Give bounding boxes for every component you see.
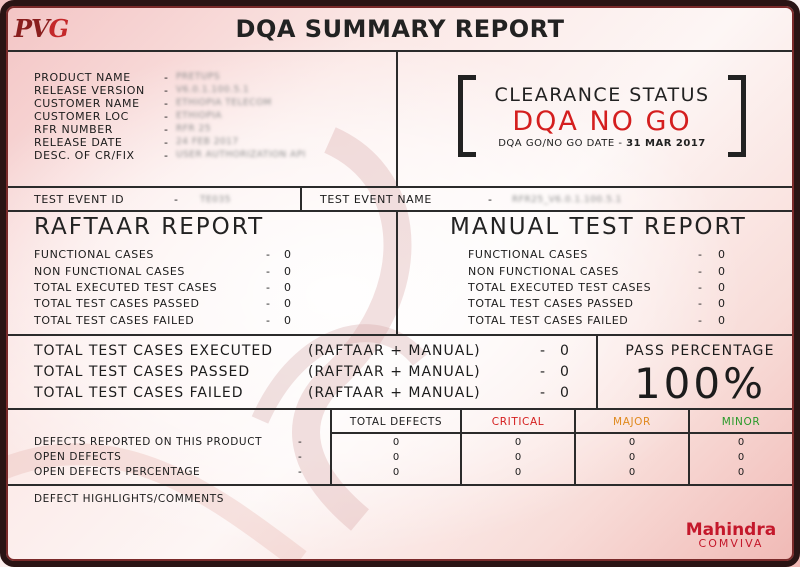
mahindra-comviva-logo: Mahindra COMVIVA [685,520,777,550]
open-defects-pct-total: 0 [392,467,400,478]
major-header: MAJOR [613,416,651,428]
total-passed-qualifier: (RAFTAAR + MANUAL) [308,364,481,380]
open-defects-pct-critical: 0 [514,467,522,478]
total-executed-label: TOTAL TEST CASES EXECUTED [34,343,274,359]
open-defects-minor: 0 [737,452,745,463]
total-executed-qualifier: (RAFTAAR + MANUAL) [308,343,481,359]
raftaar-report-title: RAFTAAR REPORT [34,214,265,240]
open-defects-pct-major: 0 [628,467,636,478]
divider [8,484,792,486]
defects-reported-major: 0 [628,437,636,448]
clearance-status: DQA NO GO [512,106,692,137]
go-no-go-date: DQA GO/NO GO DATE - 31 MAR 2017 [498,138,706,149]
divider [8,50,792,52]
open-defects-label: OPEN DEFECTS [34,451,122,463]
test-event-name-label: TEST EVENT NAME [320,193,432,206]
release-version-value: V6.0.1.100.5.1 [176,85,250,95]
total-failed-qualifier: (RAFTAAR + MANUAL) [308,385,481,401]
customer-name-value: ETHIOPIA TELECOM [176,98,272,108]
defects-reported-total: 0 [392,437,400,448]
defect-highlights-label: DEFECT HIGHLIGHTS/COMMENTS [34,493,224,505]
critical-header: CRITICAL [491,416,545,428]
defects-reported-label: DEFECTS REPORTED ON THIS PRODUCT [34,436,263,448]
defects-reported-critical: 0 [514,437,522,448]
open-defects-total: 0 [392,452,400,463]
manual-test-report-title: MANUAL TEST REPORT [450,214,747,240]
total-failed-value: 0 [560,385,570,401]
total-passed-label: TOTAL TEST CASES PASSED [34,364,251,380]
open-defects-pct-minor: 0 [737,467,745,478]
minor-header: MINOR [721,416,761,428]
divider [574,408,576,484]
test-event-id-value: TE035 [200,195,231,205]
customer-loc-value: ETHIOPIA [176,111,222,121]
clearance-title: CLEARANCE STATUS [494,84,710,106]
divider [396,210,398,334]
product-name-value: PRETUPS [176,72,221,82]
total-defects-header: TOTAL DEFECTS [349,416,443,428]
total-executed-value: 0 [560,343,570,359]
pvg-logo: PVG [14,14,69,43]
total-failed-label: TOTAL TEST CASES FAILED [34,385,244,401]
divider [8,334,792,336]
open-defects-major: 0 [628,452,636,463]
rfr-number-value: RFR 25 [176,124,211,134]
right-bracket [728,75,746,157]
test-event-id-label: TEST EVENT ID [34,193,125,206]
test-event-name-value: RFR25_V6.0.1.100.5.1 [512,195,622,205]
page-title: DQA SUMMARY REPORT [235,15,565,43]
defects-reported-minor: 0 [737,437,745,448]
total-passed-value: 0 [560,364,570,380]
open-defects-critical: 0 [514,452,522,463]
desc-cr-fix-value: USER AUTHORIZATION API [176,150,306,160]
divider [300,186,302,210]
divider [396,50,398,186]
divider [8,210,792,212]
divider [688,408,690,484]
divider [330,408,332,484]
divider [8,408,792,410]
open-defects-percentage-label: OPEN DEFECTS PERCENTAGE [34,466,201,478]
release-date-value: 24 FEB 2017 [176,137,239,147]
divider [8,186,792,188]
divider [460,408,462,484]
divider [330,432,792,434]
left-bracket [458,75,476,157]
pass-percentage-value: 100% [633,359,767,408]
divider [596,334,598,408]
pass-percentage-label: PASS PERCENTAGE [625,343,775,359]
